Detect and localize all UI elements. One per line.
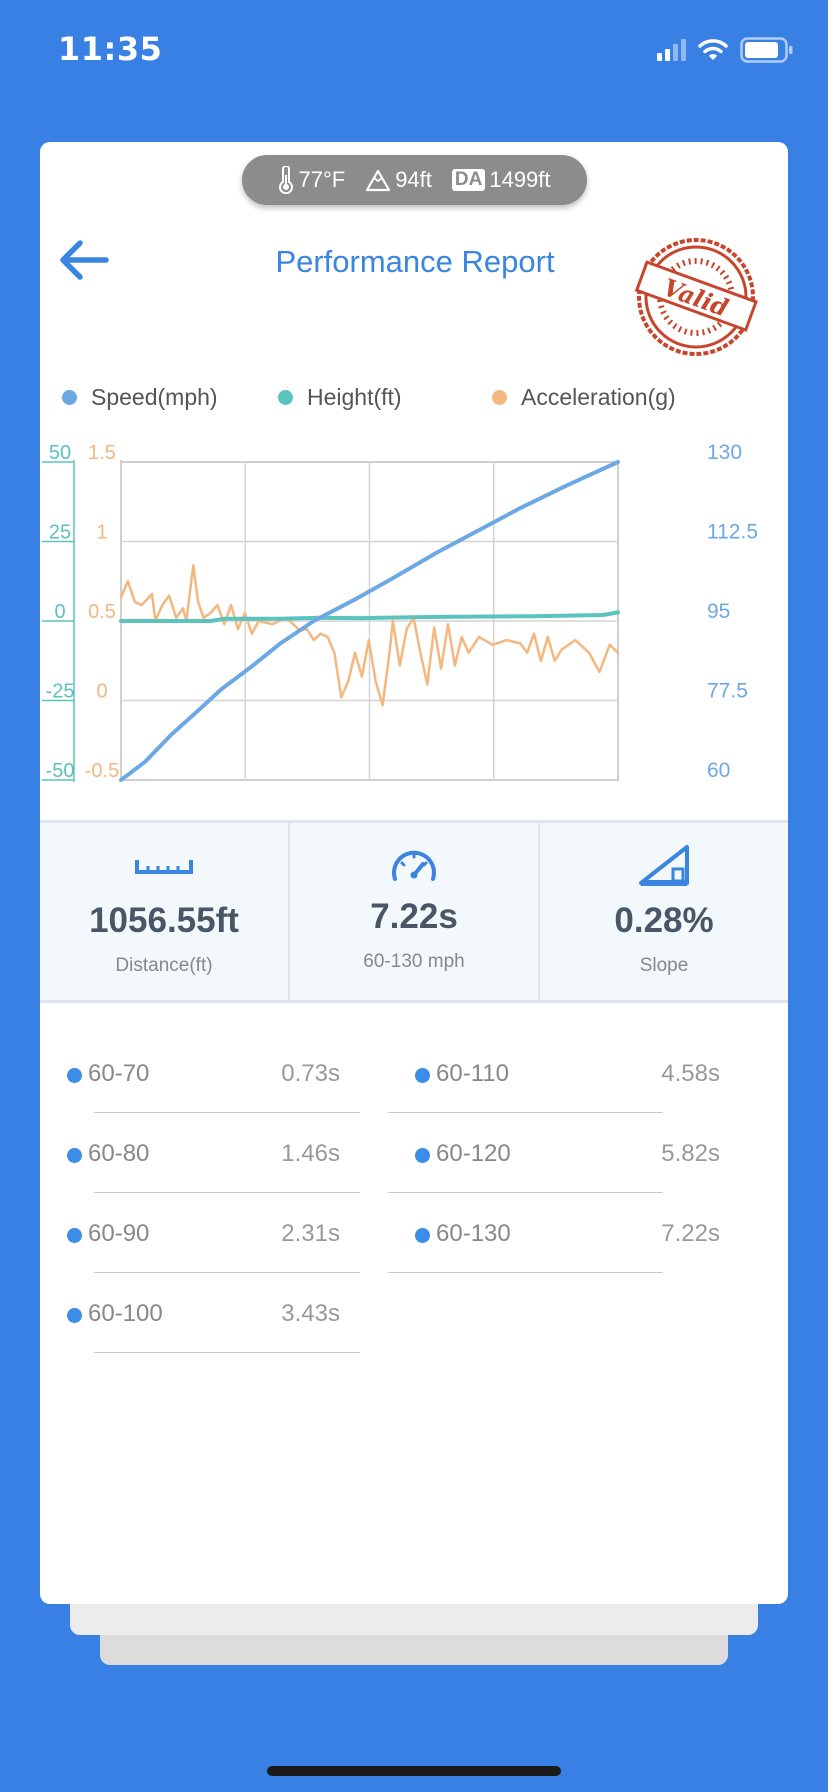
cellular-signal-icon <box>657 39 686 61</box>
split-time: 4.58s <box>661 1060 720 1087</box>
height-axis-tick-label: -50 <box>46 760 75 782</box>
list-item: 60-70 0.73s <box>40 1040 360 1120</box>
temperature-item: 77°F <box>278 166 345 194</box>
accel-axis-tick-label: -0.5 <box>85 760 119 782</box>
legend-speed-label: Speed(mph) <box>91 384 218 410</box>
split-time: 0.73s <box>281 1060 340 1087</box>
divider <box>388 1192 663 1193</box>
valid-stamp-icon: Valid <box>634 238 758 356</box>
split-dot <box>415 1148 430 1163</box>
speed-axis-tick-label: 130 <box>707 441 742 464</box>
thermometer-icon <box>279 166 294 194</box>
status-icons <box>657 36 794 64</box>
stat-slope: 0.28% Slope <box>538 823 788 1000</box>
accel-axis-tick-label: 0.5 <box>88 601 116 623</box>
legend-height-label: Height(ft) <box>307 384 402 410</box>
stat-time: 7.22s 60-130 mph <box>288 823 538 1000</box>
altitude-item: 94ft <box>365 167 432 193</box>
height-series-line <box>119 610 620 623</box>
split-dot <box>67 1068 82 1083</box>
legend-acceleration-dot <box>492 390 507 405</box>
split-dot <box>67 1228 82 1243</box>
density-altitude-item: DA 1499ft <box>451 167 551 193</box>
list-item: 60-110 4.58s <box>388 1040 720 1120</box>
page-title: Performance Report <box>275 244 555 279</box>
speed-axis-tick-label: 60 <box>707 759 730 782</box>
speed-axis-tick-label: 112.5 <box>707 521 758 544</box>
split-dot <box>67 1148 82 1163</box>
back-arrow-icon <box>60 240 109 280</box>
status-time: 11:35 <box>58 30 163 68</box>
accel-axis-tick-label: 0 <box>96 681 107 703</box>
speed-series-line <box>119 460 620 782</box>
speedometer-icon <box>392 850 436 881</box>
split-range: 60-130 <box>436 1220 511 1247</box>
legend-speed-dot <box>62 390 77 405</box>
split-time: 5.82s <box>661 1140 720 1167</box>
list-item: 60-80 1.46s <box>40 1120 360 1200</box>
back-button[interactable] <box>56 236 112 284</box>
height-axis-tick-label: 50 <box>49 442 71 464</box>
distance-label: Distance(ft) <box>115 955 213 976</box>
divider <box>94 1192 360 1193</box>
list-item: 60-90 2.31s <box>40 1200 360 1280</box>
split-dot <box>415 1228 430 1243</box>
battery-icon <box>740 37 793 63</box>
home-indicator[interactable] <box>267 1766 561 1776</box>
acceleration-series-line <box>119 564 620 707</box>
split-range: 60-90 <box>88 1220 150 1247</box>
legend-height: Height(ft) <box>278 384 402 411</box>
divider <box>94 1112 360 1113</box>
distance-value: 1056.55ft <box>89 901 239 940</box>
accel-axis-tick-label: 1 <box>96 522 107 544</box>
status-bar: 11:35 <box>0 0 828 100</box>
ruler-icon <box>135 860 193 874</box>
conditions-pill: 77°F 94ft DA 1499ft <box>242 155 587 205</box>
mountain-icon <box>366 169 391 192</box>
wifi-icon <box>698 39 728 60</box>
density-altitude-value: 1499ft <box>489 167 551 192</box>
stats-panel: 1056.55ft Distance(ft) 7.22s 60-130 mph … <box>40 820 788 1003</box>
da-badge: DA <box>451 169 486 191</box>
divider <box>388 1272 663 1273</box>
list-item: 60-100 3.43s <box>40 1280 360 1360</box>
list-item: 60-130 7.22s <box>388 1200 720 1280</box>
split-time: 2.31s <box>281 1220 340 1247</box>
divider <box>94 1272 360 1273</box>
divider <box>94 1352 360 1353</box>
speed-axis-tick-label: 95 <box>707 600 730 623</box>
divider <box>388 1112 663 1113</box>
split-range: 60-120 <box>436 1140 511 1167</box>
slope-value: 0.28% <box>614 901 714 940</box>
legend-acceleration: Acceleration(g) <box>492 384 676 411</box>
list-item: 60-120 5.82s <box>388 1120 720 1200</box>
height-axis-tick-label: 25 <box>49 522 71 544</box>
stat-distance: 1056.55ft Distance(ft) <box>40 823 288 1000</box>
time-value: 7.22s <box>370 897 458 936</box>
split-time: 1.46s <box>281 1140 340 1167</box>
accel-axis-tick-label: 1.5 <box>88 442 116 464</box>
legend-acceleration-label: Acceleration(g) <box>521 384 676 410</box>
split-range: 60-100 <box>88 1300 163 1327</box>
altitude-value: 94ft <box>395 167 432 192</box>
slope-label: Slope <box>639 955 689 976</box>
time-label: 60-130 mph <box>363 951 465 972</box>
speed-axis-tick-label: 77.5 <box>707 680 748 703</box>
split-time: 3.43s <box>281 1300 340 1327</box>
split-range: 60-70 <box>88 1060 150 1087</box>
height-axis-tick-label: 0 <box>54 601 65 623</box>
legend-height-dot <box>278 390 293 405</box>
split-dot <box>67 1308 82 1323</box>
split-range: 60-80 <box>88 1140 150 1167</box>
performance-chart: 50 25 0 -25 -50 1.5 1 0.5 0 -0.5 130 112.5 95 77.5 60 <box>42 441 758 782</box>
chart-legend: Speed(mph) Height(ft) Acceleration(g) <box>62 384 782 414</box>
temperature-value: 77°F <box>298 167 346 192</box>
slope-icon <box>639 845 689 886</box>
split-range: 60-110 <box>436 1060 509 1087</box>
split-dot <box>415 1068 430 1083</box>
height-axis-tick-label: -25 <box>46 681 75 703</box>
split-time: 7.22s <box>661 1220 720 1247</box>
legend-speed: Speed(mph) <box>62 384 218 411</box>
